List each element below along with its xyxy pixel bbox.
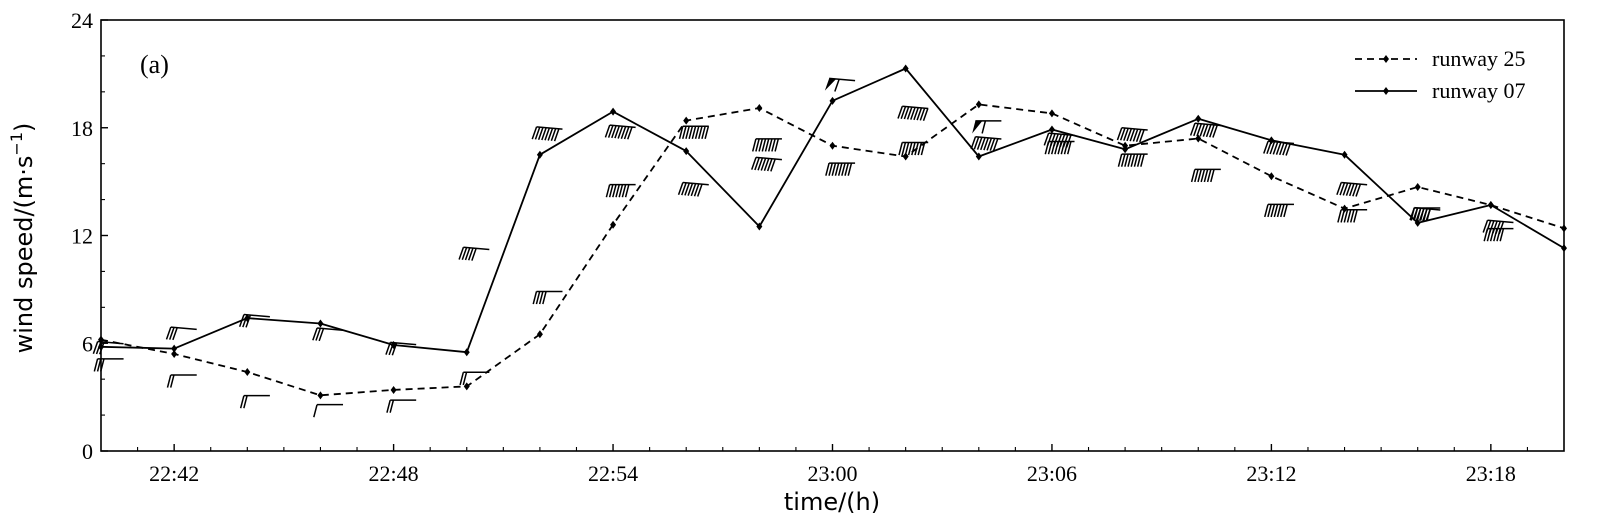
legend-label-runway-25: runway 25 xyxy=(1432,46,1525,71)
data-point-runway-07 xyxy=(463,348,470,357)
data-point-runway-07 xyxy=(1341,150,1348,159)
y-axis-label-exponent: −1 xyxy=(7,132,26,156)
data-point-runway-07 xyxy=(244,314,251,323)
data-point-runway-07 xyxy=(171,344,178,353)
wind-barb xyxy=(238,313,270,328)
data-point-runway-07 xyxy=(390,341,397,350)
legend-label-runway-07: runway 07 xyxy=(1432,78,1525,103)
data-point-runway-07 xyxy=(902,64,909,73)
legend-marker-runway-25 xyxy=(1383,55,1389,63)
data-point-runway-07 xyxy=(1195,114,1202,123)
data-point-runway-25 xyxy=(171,350,178,359)
data-point-runway-07 xyxy=(610,107,617,116)
wind-barb xyxy=(532,290,563,305)
legend-marker-runway-07 xyxy=(1383,87,1389,95)
legend: runway 25 runway 07 xyxy=(1355,46,1525,103)
y-tick-label: 18 xyxy=(71,116,93,141)
wind-barb xyxy=(165,326,197,341)
wind-barb xyxy=(531,126,563,142)
data-point-runway-25 xyxy=(1268,172,1275,181)
data-point-runway-25 xyxy=(829,141,836,150)
data-point-runway-25 xyxy=(975,100,982,109)
data-point-runway-25 xyxy=(317,391,324,400)
data-point-runway-25 xyxy=(536,330,543,339)
wind-barb xyxy=(458,246,490,261)
wind-barb xyxy=(1117,153,1148,167)
wind-barb xyxy=(1189,122,1221,138)
y-tick-label: 0 xyxy=(82,439,93,464)
data-point-runway-07 xyxy=(756,222,763,231)
data-point-runway-25 xyxy=(1195,134,1202,143)
wind-barb xyxy=(1336,181,1368,197)
y-tick-label: 6 xyxy=(82,331,93,356)
data-point-runway-25 xyxy=(1341,204,1348,213)
wind-barb xyxy=(824,77,856,92)
wind-barb xyxy=(1043,132,1075,148)
x-tick-label: 23:12 xyxy=(1246,461,1296,486)
series-lines xyxy=(98,64,1567,400)
x-tick-label: 23:00 xyxy=(807,461,857,486)
x-tick-label: 22:54 xyxy=(588,461,638,486)
wind-barb xyxy=(897,105,929,121)
wind-barb xyxy=(825,162,856,176)
data-point-runway-07 xyxy=(536,150,543,159)
wind-barb xyxy=(1190,168,1221,183)
data-point-runway-07 xyxy=(829,96,836,105)
wind-barb xyxy=(459,371,490,386)
wind-barbs xyxy=(92,77,1514,418)
data-point-runway-25 xyxy=(244,367,251,376)
wind-barb xyxy=(972,120,1002,134)
x-tick-label: 22:48 xyxy=(369,461,419,486)
wind-barb xyxy=(1482,219,1514,235)
data-point-runway-07 xyxy=(317,319,324,328)
data-point-runway-25 xyxy=(683,116,690,125)
data-point-runway-07 xyxy=(975,152,982,161)
data-point-runway-25 xyxy=(756,103,763,112)
wind-barb xyxy=(750,156,782,172)
panel-label: (a) xyxy=(140,50,169,79)
data-point-runway-25 xyxy=(1048,109,1055,118)
data-point-runway-07 xyxy=(683,147,690,156)
data-point-runway-07 xyxy=(1414,218,1421,227)
wind-barb xyxy=(898,141,929,156)
wind-barb xyxy=(166,374,197,388)
y-axis-label-close: ) xyxy=(10,123,38,132)
wind-barb xyxy=(1264,203,1294,218)
data-point-runway-25 xyxy=(610,220,617,229)
data-point-runway-25 xyxy=(902,152,909,161)
x-tick-label: 23:18 xyxy=(1466,461,1516,486)
axis-ticks: 22:42 22:48 22:54 23:00 23:06 23:12 23:18 0 6 12 1… xyxy=(71,8,1528,486)
wind-barb xyxy=(605,183,636,198)
wind-barb xyxy=(313,403,344,418)
y-tick-label: 12 xyxy=(71,224,93,249)
y-axis-label: wind speed/(m·s−1) xyxy=(7,123,38,354)
data-point-runway-07 xyxy=(1268,136,1275,145)
data-point-runway-25 xyxy=(1414,183,1421,192)
wind-barb xyxy=(386,399,417,413)
wind-barb xyxy=(239,394,270,409)
wind-barb xyxy=(1116,127,1148,143)
x-tick-label: 23:06 xyxy=(1027,461,1077,486)
wind-barb xyxy=(970,136,1002,152)
wind-barb xyxy=(677,181,709,197)
x-tick-label: 22:42 xyxy=(149,461,199,486)
wind-barb xyxy=(751,138,782,152)
data-point-runway-07 xyxy=(1122,145,1129,154)
wind-barb xyxy=(1409,206,1441,222)
wind-barb xyxy=(678,125,710,140)
data-point-runway-25 xyxy=(463,382,470,391)
y-axis-label-main: wind speed/(m·s xyxy=(10,156,38,354)
data-point-runway-25 xyxy=(390,385,397,394)
wind-barb xyxy=(604,124,636,140)
y-tick-label: 24 xyxy=(71,8,93,33)
data-point-runway-07 xyxy=(1048,125,1055,134)
x-axis-label: time/(h) xyxy=(784,488,880,516)
data-point-runway-07 xyxy=(1487,200,1494,209)
wind-barb xyxy=(312,327,344,342)
